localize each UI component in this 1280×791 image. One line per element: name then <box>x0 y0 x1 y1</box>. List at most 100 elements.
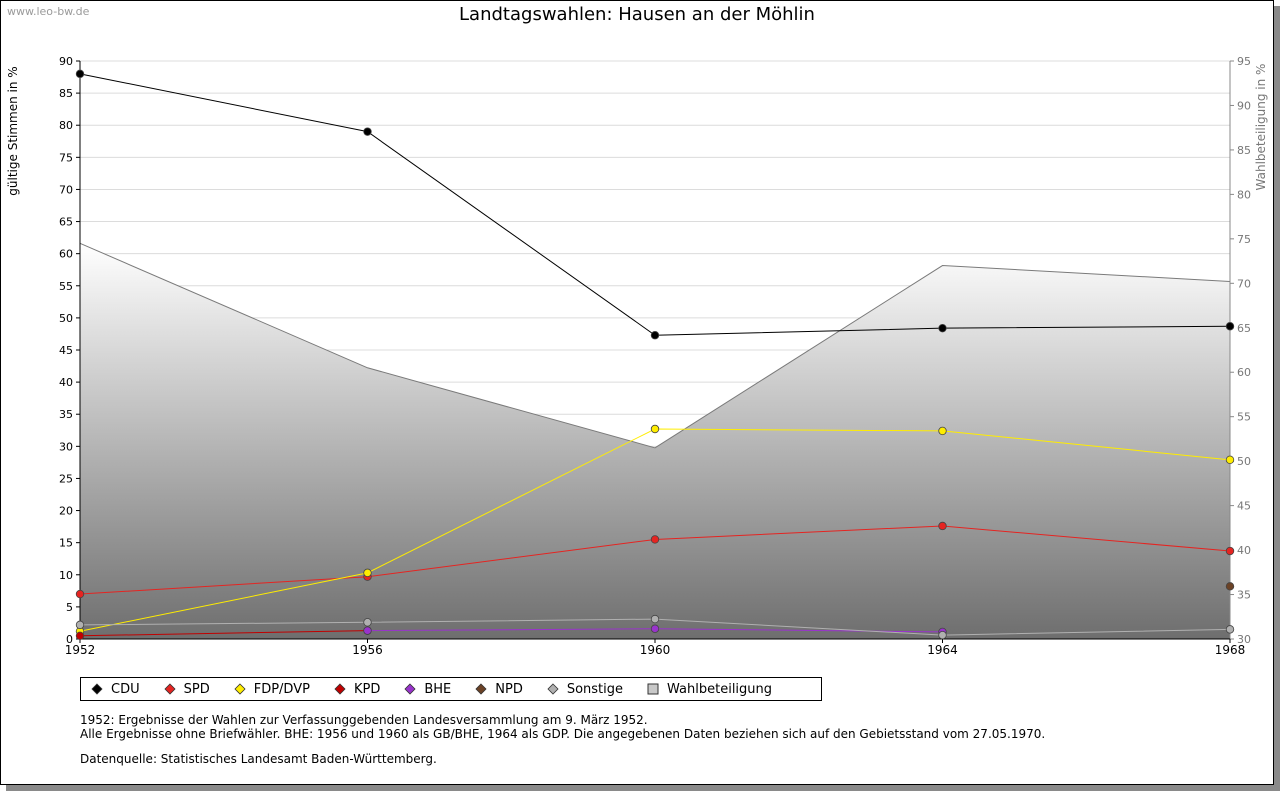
y-tick-label-left-80: 80 <box>59 119 73 132</box>
y-tick-label-right-60: 60 <box>1237 366 1251 379</box>
footnote-data-basis: Alle Ergebnisse ohne Briefwähler. BHE: 1… <box>80 727 1046 741</box>
series-layer <box>75 69 1235 640</box>
y-tick-label-left-25: 25 <box>59 472 73 485</box>
y-tick-label-right-90: 90 <box>1237 99 1251 112</box>
point-fdp-dvp-1964 <box>938 426 947 436</box>
legend-item-spd: SPD <box>164 682 210 697</box>
y-tick-label-right-55: 55 <box>1237 411 1251 424</box>
y-tick-label-left-40: 40 <box>59 376 73 389</box>
legend: CDU SPD FDP/DVP KPD BHE NPD Sonstige Wahlbeteil… <box>80 677 822 701</box>
x-tick-label-1952: 1952 <box>65 643 96 657</box>
footnotes: 1952: Ergebnisse der Wahlen zur Verfassu… <box>80 713 1045 741</box>
y-tick-label-right-95: 95 <box>1237 55 1251 68</box>
y-tick-label-left-50: 50 <box>59 312 73 325</box>
turnout-area <box>80 243 1230 640</box>
legend-item-npd: NPD <box>475 682 523 697</box>
legend-marker-spd <box>164 683 176 695</box>
y-tick-label-left-20: 20 <box>59 505 73 518</box>
point-sonstige-1956 <box>363 618 372 627</box>
turnout-area-layer <box>79 242 1231 640</box>
series-npd <box>1225 582 1235 591</box>
axes <box>76 60 1234 643</box>
y-tick-label-right-70: 70 <box>1237 277 1251 290</box>
legend-label-cdu: CDU <box>111 681 140 697</box>
point-cdu-1960 <box>650 331 660 340</box>
y-tick-label-left-70: 70 <box>59 183 73 196</box>
point-cdu-1956 <box>363 127 372 136</box>
legend-marker-bhe <box>404 683 416 695</box>
chart-title: Landtagswahlen: Hausen an der Möhlin <box>459 4 815 25</box>
point-spd-1968 <box>1225 546 1235 556</box>
legend-label-kpd: KPD <box>353 681 381 697</box>
point-fdp-dvp-1960 <box>650 424 660 434</box>
y-tick-label-right-75: 75 <box>1237 233 1251 246</box>
point-sonstige-1960 <box>650 614 660 624</box>
legend-item-bhe: BHE <box>404 682 451 697</box>
footnote-1952: 1952: Ergebnisse der Wahlen zur Verfassu… <box>80 713 648 727</box>
y-tick-label-left-90: 90 <box>59 55 73 68</box>
point-spd-1960 <box>650 535 660 544</box>
y-tick-label-left-45: 45 <box>59 344 73 357</box>
point-bhe-1960 <box>650 624 660 633</box>
legend-label-fdp-dvp: FDP/DVP <box>253 681 310 697</box>
legend-label-wahlbeteiligung: Wahlbeteiligung <box>667 681 773 697</box>
y-tick-label-right-40: 40 <box>1237 544 1251 557</box>
x-tick-label-1960: 1960 <box>640 643 671 657</box>
point-fdp-dvp-1968 <box>1225 455 1235 465</box>
y-tick-label-left-65: 65 <box>59 216 73 229</box>
series-cdu <box>75 69 1235 340</box>
legend-label-npd: NPD <box>495 681 523 697</box>
point-npd-1968 <box>1225 582 1235 591</box>
y-tick-label-left-30: 30 <box>59 440 73 453</box>
point-cdu-1964 <box>938 323 947 333</box>
y-tick-label-left-15: 15 <box>59 537 73 550</box>
legend-label-bhe: BHE <box>424 681 452 697</box>
y-tick-label-right-35: 35 <box>1237 589 1251 602</box>
series-sonstige <box>75 614 1235 640</box>
y-tick-label-right-50: 50 <box>1237 455 1251 468</box>
legend-item-fdp-dvp: FDP/DVP <box>234 682 310 697</box>
legend-item-cdu: CDU <box>91 682 140 697</box>
legend-marker-wahlbeteiligung <box>647 683 659 695</box>
y-tick-label-left-75: 75 <box>59 151 73 164</box>
y-tick-label-left-55: 55 <box>59 280 73 293</box>
data-source: Datenquelle: Statistisches Landesamt Bad… <box>80 752 437 766</box>
legend-item-kpd: KPD <box>334 682 380 697</box>
turnout-line <box>79 242 1231 449</box>
point-spd-1952 <box>75 589 85 599</box>
legend-item-wahlbeteiligung: Wahlbeteiligung <box>647 682 772 697</box>
y-tick-label-right-65: 65 <box>1237 322 1251 335</box>
legend-marker-npd <box>475 683 487 695</box>
y-tick-label-right-85: 85 <box>1237 144 1251 157</box>
legend-marker-fdp-dvp <box>234 683 246 695</box>
y-tick-label-left-60: 60 <box>59 248 73 261</box>
point-cdu-1952 <box>75 69 85 79</box>
x-tick-label-1968: 1968 <box>1215 643 1246 657</box>
point-cdu-1968 <box>1225 322 1235 331</box>
legend-label-spd: SPD <box>183 681 210 697</box>
point-spd-1964 <box>938 521 947 531</box>
legend-item-sonstige: Sonstige <box>547 682 623 697</box>
y-tick-label-right-45: 45 <box>1237 500 1251 513</box>
point-kpd-1952 <box>75 631 85 640</box>
y-tick-label-left-0: 0 <box>66 633 73 646</box>
point-bhe-1956 <box>363 626 372 635</box>
legend-marker-kpd <box>334 683 346 695</box>
legend-marker-cdu <box>91 683 103 695</box>
series-line-kpd <box>79 630 368 637</box>
x-tick-label-1956: 1956 <box>352 643 383 657</box>
point-sonstige-1952 <box>75 620 85 630</box>
watermark: www.leo-bw.de <box>7 5 90 18</box>
point-sonstige-1968 <box>1225 625 1235 634</box>
y-tick-label-left-5: 5 <box>66 601 73 614</box>
tick-labels: 0 5 10 15 20 25 30 35 40 45 50 55 60 65 70 75 80 85 90 30 35… <box>59 55 1251 657</box>
x-tick-label-1964: 1964 <box>927 643 958 657</box>
y-tick-label-right-30: 30 <box>1237 633 1251 646</box>
y-tick-label-left-10: 10 <box>59 569 73 582</box>
point-fdp-dvp-1956 <box>363 568 372 578</box>
y-tick-label-left-35: 35 <box>59 408 73 421</box>
y-tick-label-right-80: 80 <box>1237 188 1251 201</box>
point-sonstige-1964 <box>938 630 947 640</box>
legend-label-sonstige: Sonstige <box>566 681 624 697</box>
